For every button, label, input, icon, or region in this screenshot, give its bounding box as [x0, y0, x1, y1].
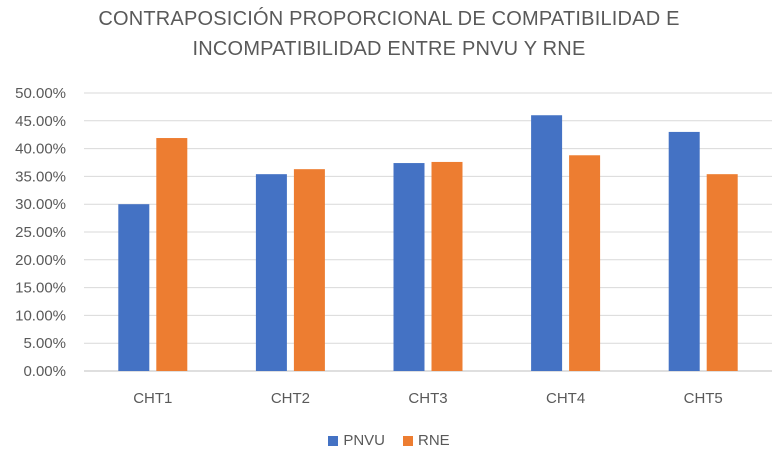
y-tick-label: 35.00%	[15, 168, 66, 185]
legend-item-pnvu: PNVU	[328, 432, 385, 449]
y-tick-label: 30.00%	[15, 196, 66, 213]
x-tick-label: CHT2	[271, 390, 310, 407]
bar-pnvu-cht3	[393, 163, 425, 371]
x-tick-label: CHT5	[684, 390, 723, 407]
legend-label-pnvu: PNVU	[343, 432, 385, 449]
x-tick-label: CHT3	[408, 390, 447, 407]
bar-rne-cht2	[293, 169, 325, 371]
y-tick-label: 45.00%	[15, 113, 66, 130]
chart-title-line-2: INCOMPATIBILIDAD ENTRE PNVU Y RNE	[192, 38, 586, 60]
bar-pnvu-cht1	[118, 204, 150, 371]
bar-rne-cht5	[706, 174, 738, 371]
legend-swatch-pnvu	[328, 435, 339, 446]
y-tick-label: 15.00%	[15, 280, 66, 297]
y-tick-label: 5.00%	[23, 335, 66, 352]
chart-legend: PNVU RNE	[0, 432, 778, 449]
x-tick-label: CHT1	[133, 390, 172, 407]
y-tick-label: 40.00%	[15, 141, 66, 158]
bar-rne-cht1	[156, 138, 188, 371]
y-tick-label: 25.00%	[15, 224, 66, 241]
y-tick-label: 0.00%	[23, 363, 66, 380]
bar-pnvu-cht5	[668, 131, 700, 371]
bar-pnvu-cht4	[531, 115, 563, 372]
y-tick-label: 50.00%	[15, 85, 66, 102]
x-tick-label: CHT4	[546, 390, 585, 407]
legend-item-rne: RNE	[403, 432, 450, 449]
bar-pnvu-cht2	[255, 174, 287, 371]
chart-title-line-1: CONTRAPOSICIÓN PROPORCIONAL DE COMPATIBI…	[98, 8, 680, 30]
y-tick-label: 10.00%	[15, 307, 66, 324]
legend-label-rne: RNE	[418, 432, 450, 449]
legend-swatch-rne	[403, 435, 413, 446]
bar-rne-cht4	[569, 155, 601, 371]
y-tick-label: 20.00%	[15, 252, 66, 269]
bar-rne-cht3	[431, 161, 463, 371]
